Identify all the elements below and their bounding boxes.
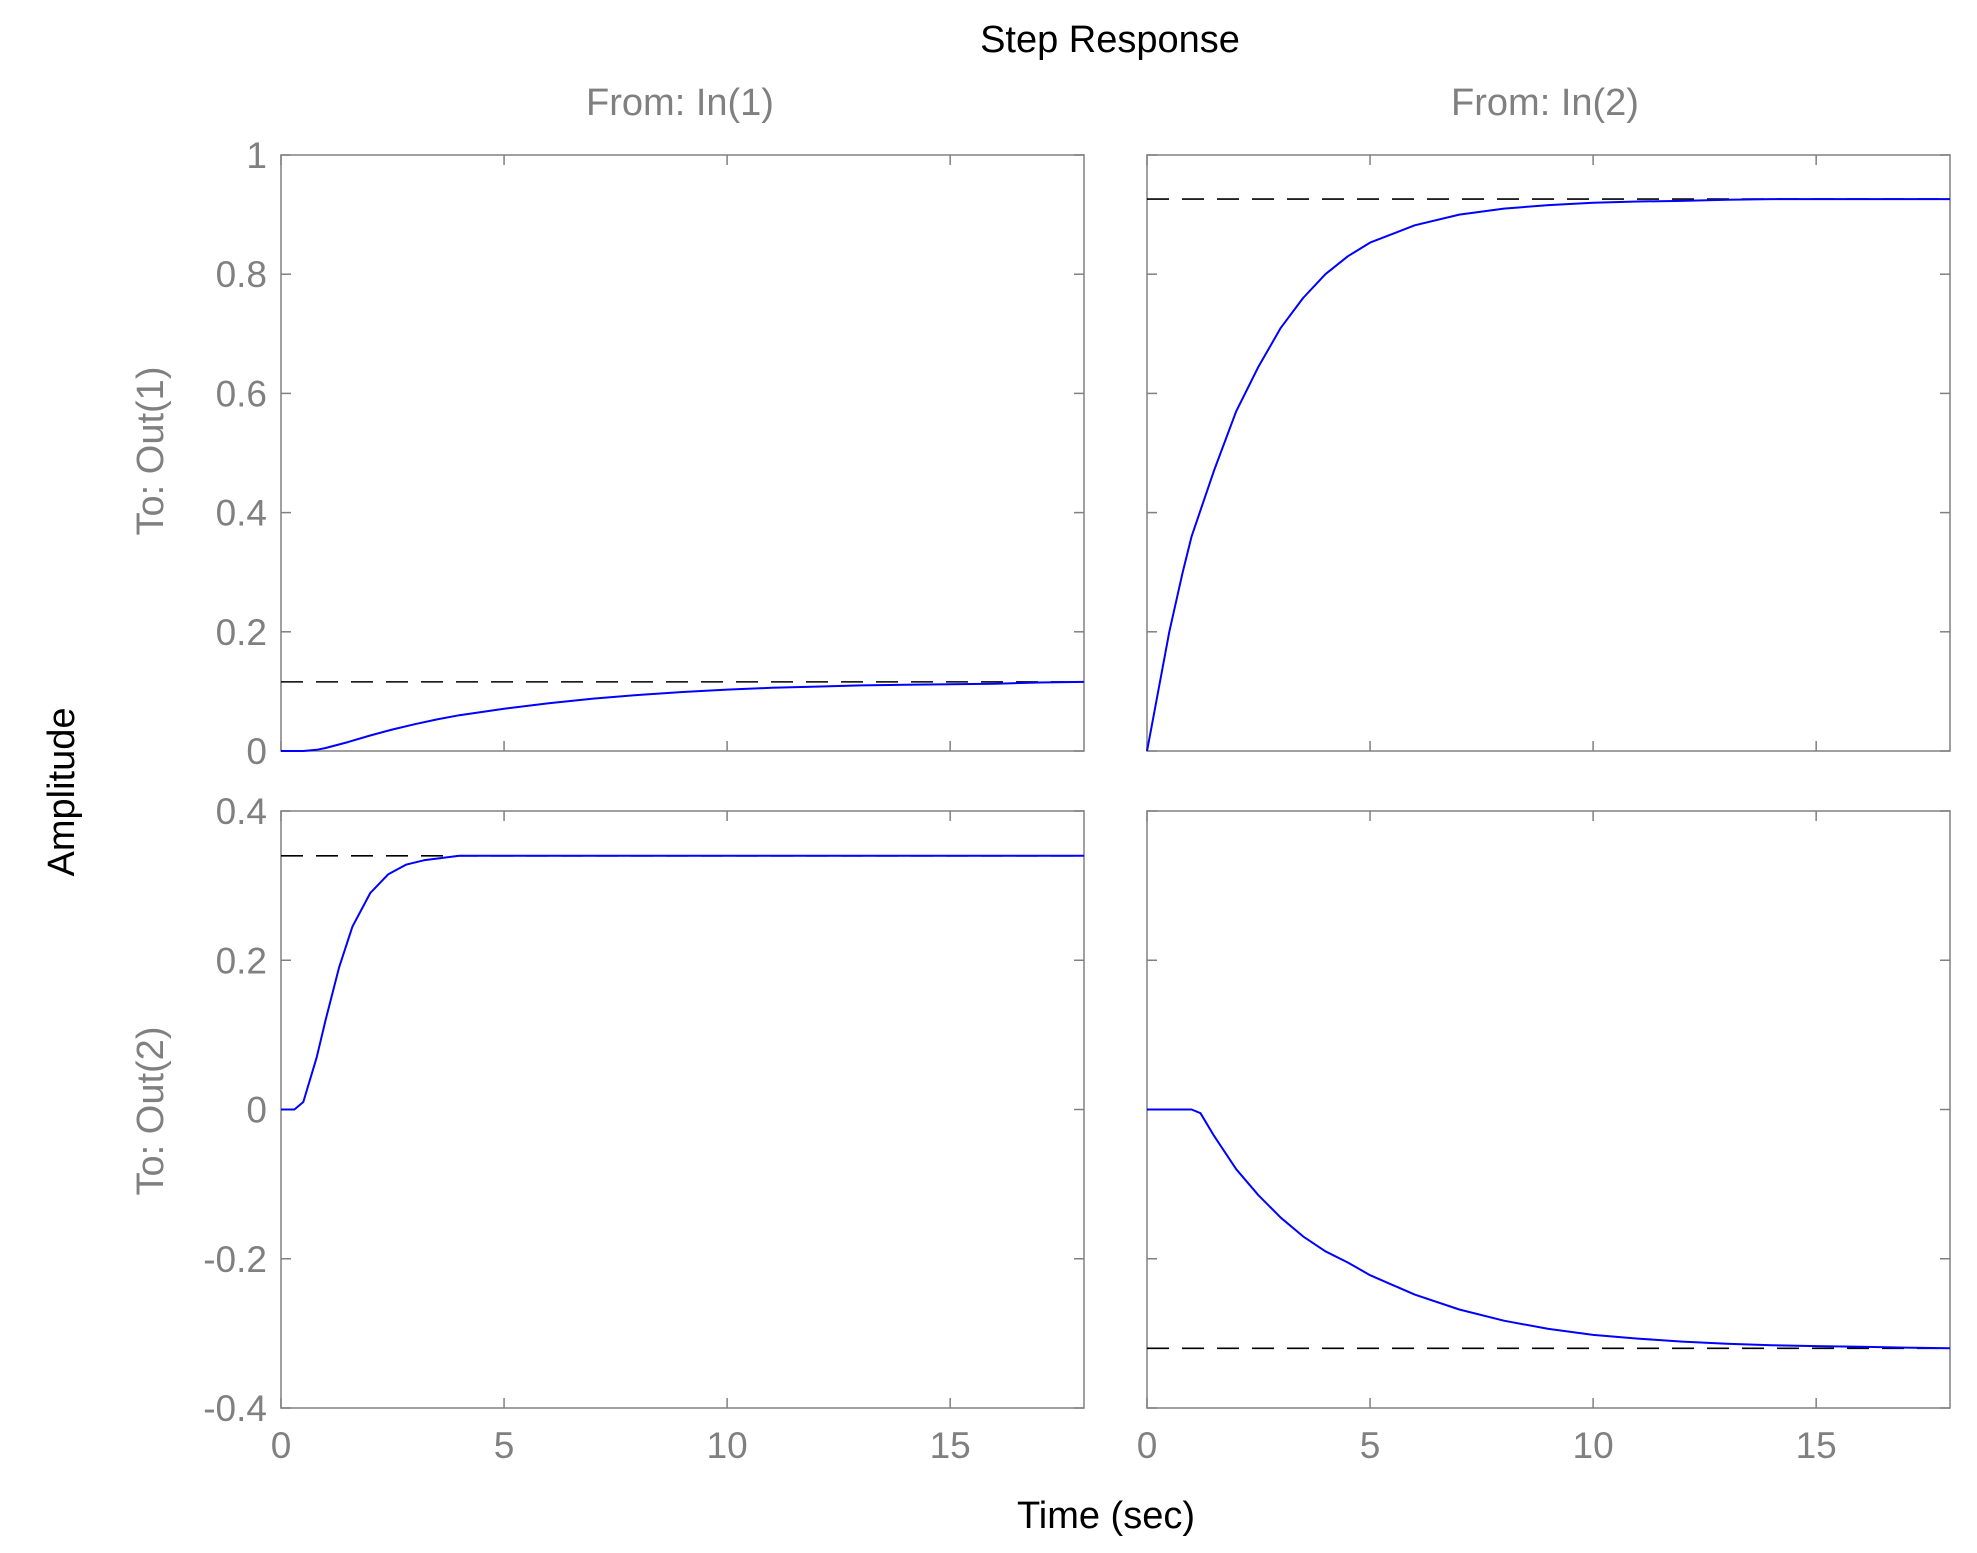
y-tick-label: 0.6 [216, 373, 267, 414]
axes-box [1146, 810, 1951, 1409]
y-axis-label: Amplitude [41, 708, 83, 877]
chart-title: Step Response [980, 19, 1240, 61]
x-tick-label: 15 [1796, 1425, 1837, 1466]
y-tick-label: 0.4 [216, 791, 267, 832]
x-axis-label: Time (sec) [1017, 1495, 1195, 1537]
axes-box [1146, 154, 1951, 752]
step-response-line [1147, 1108, 1951, 1350]
x-tick-label: 5 [494, 1425, 515, 1466]
x-tick-label: 10 [1573, 1425, 1614, 1466]
y-tick-label: 0.4 [216, 493, 267, 534]
subplot-r0-c0: 0 0.2 0.4 0.6 0.8 1 [216, 135, 1085, 772]
subplot-r1-c0: 0 5 10 15 -0.4 -0.2 0 0.2 0.4 [203, 791, 1085, 1466]
step-response-line [281, 680, 1085, 752]
step-response-line [281, 854, 1084, 1111]
y-tick-label: -0.2 [203, 1239, 267, 1280]
axes-box [280, 810, 1085, 1409]
row-label-out1: To: Out(1) [130, 367, 172, 536]
x-tick-label: 5 [1360, 1425, 1381, 1466]
subplot-r1-c1: 0 5 10 15 [1137, 810, 1951, 1466]
y-tick-label: 1 [246, 135, 267, 176]
x-tick-label: 15 [930, 1425, 971, 1466]
y-tick-label: 0.8 [216, 254, 267, 295]
subplot-grid: 00.20.40.60.810 5 10 15-0.4-0.200.20.40 5 10 1… [203, 135, 1951, 1466]
x-tick-label: 10 [707, 1425, 748, 1466]
step-response-line [1146, 198, 1950, 752]
y-tick-label: 0.2 [216, 612, 267, 653]
y-tick-label: 0.2 [216, 940, 267, 981]
axes-box [280, 154, 1085, 752]
y-tick-label: -0.4 [203, 1388, 267, 1429]
column-label-in1: From: In(1) [586, 82, 774, 124]
column-label-in2: From: In(2) [1451, 82, 1639, 124]
x-tick-label: 0 [271, 1425, 292, 1466]
y-tick-label: 0 [246, 731, 267, 772]
row-label-out2: To: Out(2) [130, 1027, 172, 1196]
subplot-r0-c1 [1146, 154, 1951, 752]
y-tick-label: 0 [246, 1090, 267, 1131]
x-tick-label: 0 [1137, 1425, 1158, 1466]
